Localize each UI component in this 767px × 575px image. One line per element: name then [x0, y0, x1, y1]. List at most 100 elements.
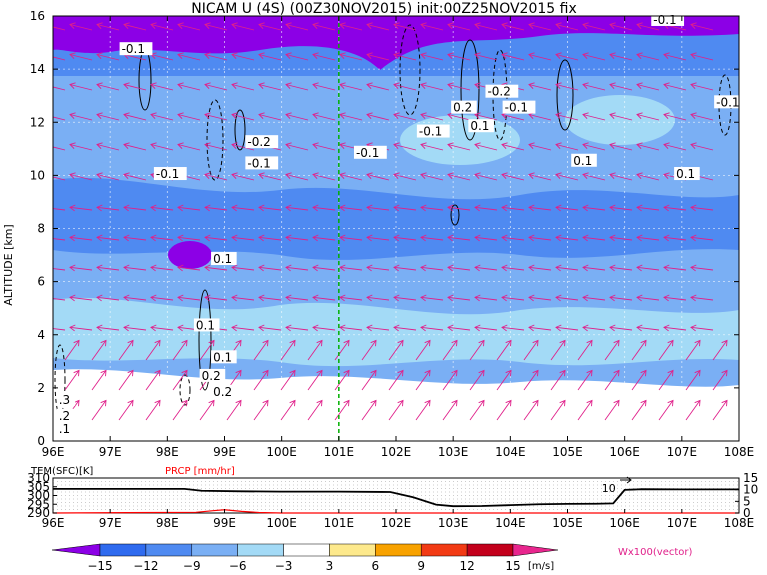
vector-head: [690, 324, 697, 332]
contour-label: .1: [59, 422, 70, 436]
wind-vector: [307, 370, 323, 391]
vector-head: [150, 234, 157, 242]
wind-vector: [258, 236, 282, 241]
wind-vector: [447, 84, 471, 91]
vector-head: [690, 112, 697, 119]
precipitation-line: [52, 509, 739, 514]
wind-vector: [663, 84, 687, 91]
vector-head: [285, 142, 292, 149]
vector-head: [123, 234, 130, 242]
vector-head: [235, 369, 242, 377]
vector-head: [501, 172, 508, 179]
wind-vector: [447, 326, 471, 331]
contour-label-bg: [245, 156, 279, 170]
wind-vector: [285, 174, 309, 181]
wind-vector: [582, 326, 606, 331]
vector-head: [420, 172, 427, 179]
vector-head: [667, 369, 674, 377]
vector-head: [555, 52, 562, 59]
wind-vector: [312, 296, 336, 301]
contour-label-bg: [211, 350, 237, 364]
contour-label-bg: [199, 368, 226, 382]
wind-vector: [91, 370, 107, 391]
vector-head: [609, 172, 616, 179]
vector-head: [663, 264, 670, 272]
wind-vector: [204, 296, 228, 301]
wind-vector: [366, 266, 390, 271]
wind-vector: [658, 400, 674, 421]
vector-head: [96, 204, 103, 212]
wind-vector: [280, 400, 296, 421]
wind-vector: [663, 296, 687, 301]
wind-vector: [177, 296, 201, 301]
wind-vector: [690, 206, 714, 211]
wind-vector: [361, 400, 377, 421]
wind-vector: [474, 24, 498, 31]
vector-head: [262, 339, 269, 347]
wind-vector: [339, 326, 363, 331]
vector-head: [204, 204, 211, 212]
wind-vector: [501, 174, 525, 181]
vector-head: [474, 142, 481, 149]
wind-vector: [663, 266, 687, 271]
wind-vector: [145, 400, 161, 421]
vector-head: [177, 22, 184, 29]
vector-head: [420, 22, 427, 29]
vector-head: [69, 82, 76, 89]
contour-label: 0.1: [676, 167, 695, 181]
wind-vector: [523, 370, 539, 391]
wind-vector: [91, 400, 107, 421]
contour-label: 0.2: [213, 385, 232, 399]
vector-head: [420, 264, 427, 272]
contour-label: 0.1: [213, 350, 232, 364]
vector-head: [181, 339, 188, 347]
wind-vector: [231, 24, 255, 31]
annotation-arrow-icon: [620, 476, 632, 484]
vector-head: [96, 142, 103, 149]
vector-head: [231, 294, 238, 302]
vector-head: [96, 324, 103, 332]
surface-x-tick-label: 98E: [156, 516, 179, 530]
wind-vector: [474, 144, 498, 151]
wind-vector: [312, 84, 336, 91]
wind-vector: [550, 370, 566, 391]
vector-head: [69, 324, 76, 332]
wind-vector: [528, 114, 552, 121]
wind-vector: [123, 236, 147, 241]
vector-head: [667, 339, 674, 347]
vector-head: [235, 339, 242, 347]
wind-vector: [658, 370, 674, 391]
vector-head: [177, 324, 184, 332]
y-tick-label: 12: [30, 115, 45, 129]
wind-vector: [69, 174, 93, 181]
surface-x-tick-label: 102E: [381, 516, 412, 530]
vector-head: [474, 234, 481, 242]
vector-head: [420, 324, 427, 332]
vector-head: [69, 204, 76, 212]
wind-vector: [307, 400, 323, 421]
wind-vector: [447, 296, 471, 301]
colorbar-unit: [m/s]: [528, 561, 554, 572]
wind-vector: [442, 340, 458, 361]
vector-head: [474, 264, 481, 272]
colorbar-cell: [191, 543, 238, 557]
wind-vector: [690, 266, 714, 271]
x-tick-label: 103E: [438, 445, 469, 459]
surface-temperature-line: [53, 487, 739, 508]
vector-head: [555, 324, 562, 332]
vector-head: [447, 234, 454, 242]
colorbar-cell: [237, 543, 284, 557]
vector-head: [420, 82, 427, 89]
vector-head: [312, 234, 319, 242]
vector-head: [231, 52, 238, 59]
wind-vector: [528, 24, 552, 31]
wind-vector: [96, 114, 120, 121]
vector-head: [100, 369, 107, 377]
wind-vector: [609, 236, 633, 241]
vector-head: [289, 369, 296, 377]
vector-head: [555, 82, 562, 89]
vector-head: [339, 52, 346, 59]
vector-head: [636, 82, 643, 89]
wind-vector: [123, 54, 147, 61]
vector-head: [690, 294, 697, 302]
